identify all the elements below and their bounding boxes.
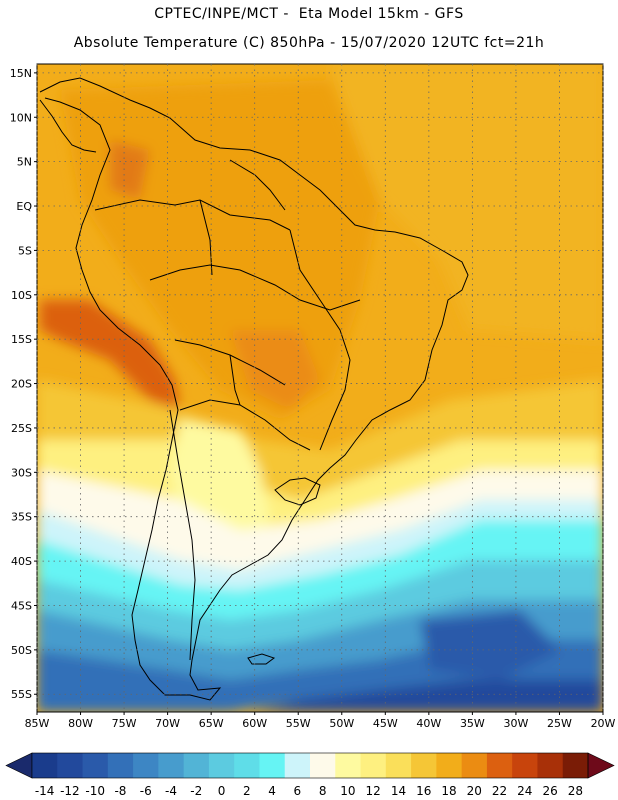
colorbar-label: -2	[190, 784, 202, 798]
colorbar-swatch	[259, 753, 286, 778]
colorbar-label: 18	[441, 784, 456, 798]
colorbar-label: -4	[165, 784, 177, 798]
longitude-labels: 85W 80W 75W 70W 65W 60W 55W 50W 45W 40W 35W 30W 25W 2…	[25, 712, 616, 730]
colorbar-label: 2	[243, 784, 251, 798]
colorbar-label: 22	[492, 784, 507, 798]
temperature-field	[37, 64, 603, 712]
colorbar-swatch	[234, 753, 260, 778]
lat-label: 15N	[10, 67, 32, 80]
colorbar-min-arrow	[5, 752, 33, 779]
lon-label: 45W	[373, 717, 398, 730]
lon-label: 35W	[460, 717, 485, 730]
colorbar-swatch	[461, 753, 488, 778]
lat-label: 30S	[11, 466, 32, 479]
lat-label: 25S	[11, 422, 32, 435]
lat-label: 50S	[11, 644, 32, 657]
lat-label: 10S	[11, 289, 32, 302]
colorbar-swatch	[284, 753, 311, 778]
colorbar-swatch	[310, 753, 336, 778]
lon-label: 25W	[547, 717, 572, 730]
colorbar-swatch	[411, 753, 437, 778]
colorbar-label: 10	[340, 784, 355, 798]
latitude-labels: 15N 10N 5N EQ 5S 10S 15S 20S 25S 30S 35S 40S 45S 50S 5…	[10, 67, 37, 701]
colorbar-swatch	[512, 753, 538, 778]
colorbar-swatch	[107, 753, 134, 778]
colorbar-label: -10	[85, 784, 105, 798]
colorbar-label: 0	[218, 784, 226, 798]
lat-label: 5S	[18, 244, 32, 257]
colorbar-frame	[31, 752, 589, 779]
lon-label: 65W	[199, 717, 224, 730]
colorbar-label: -8	[114, 784, 126, 798]
lon-label: 75W	[112, 717, 137, 730]
lon-label: 70W	[155, 717, 180, 730]
lon-label: 60W	[242, 717, 267, 730]
colorbar: -14 -12 -10 -8 -6 -4 -2 0 2 4 6 8 10 12 14 16 18 20 22 24 26…	[5, 752, 615, 798]
colorbar-swatch	[183, 753, 210, 778]
colorbar-label: -6	[140, 784, 152, 798]
lat-label: 10N	[10, 111, 32, 124]
chart-title: CPTEC/INPE/MCT - Eta Model 15km - GFS	[154, 6, 464, 22]
colorbar-swatch	[32, 753, 58, 778]
colorbar-swatch	[158, 753, 185, 778]
colorbar-label: 24	[517, 784, 532, 798]
colorbar-label: 16	[416, 784, 431, 798]
colorbar-label: -14	[35, 784, 55, 798]
colorbar-swatch	[537, 753, 564, 778]
colorbar-swatch	[335, 753, 362, 778]
colorbar-swatch	[385, 753, 412, 778]
lon-label: 40W	[416, 717, 441, 730]
map-frame	[36, 63, 604, 713]
colorbar-label: 4	[268, 784, 276, 798]
colorbar-swatch	[57, 753, 84, 778]
lat-label: 35S	[11, 511, 32, 524]
chart-subtitle: Absolute Temperature (C) 850hPa - 15/07/…	[73, 35, 545, 51]
colorbar-swatch	[436, 753, 463, 778]
lon-label: 85W	[25, 717, 50, 730]
colorbar-swatch	[360, 753, 387, 778]
colorbar-max-arrow	[587, 752, 615, 779]
lat-label: 15S	[11, 333, 32, 346]
colorbar-swatch	[82, 753, 109, 778]
colorbar-label: 14	[391, 784, 406, 798]
lat-label: EQ	[16, 200, 32, 213]
lat-label: 55S	[11, 688, 32, 701]
colorbar-swatch	[562, 753, 589, 778]
lat-label: 45S	[11, 599, 32, 612]
lon-label: 20W	[591, 717, 616, 730]
colorbar-label: 28	[568, 784, 583, 798]
lon-label: 80W	[68, 717, 93, 730]
colorbar-label: -12	[60, 784, 80, 798]
lat-label: 20S	[11, 378, 32, 391]
graticule	[36, 64, 604, 712]
lat-label: 5N	[17, 156, 32, 169]
lon-label: 55W	[286, 717, 311, 730]
lon-label: 50W	[329, 717, 354, 730]
colorbar-label: 20	[467, 784, 482, 798]
colorbar-label: 12	[366, 784, 381, 798]
colorbar-label: 8	[319, 784, 327, 798]
colorbar-swatch	[486, 753, 513, 778]
colorbar-swatch	[208, 753, 235, 778]
colorbar-label: 26	[542, 784, 557, 798]
lon-label: 30W	[503, 717, 528, 730]
coastlines	[39, 77, 469, 701]
colorbar-label: 6	[294, 784, 302, 798]
lat-label: 40S	[11, 555, 32, 568]
colorbar-swatch	[133, 753, 159, 778]
